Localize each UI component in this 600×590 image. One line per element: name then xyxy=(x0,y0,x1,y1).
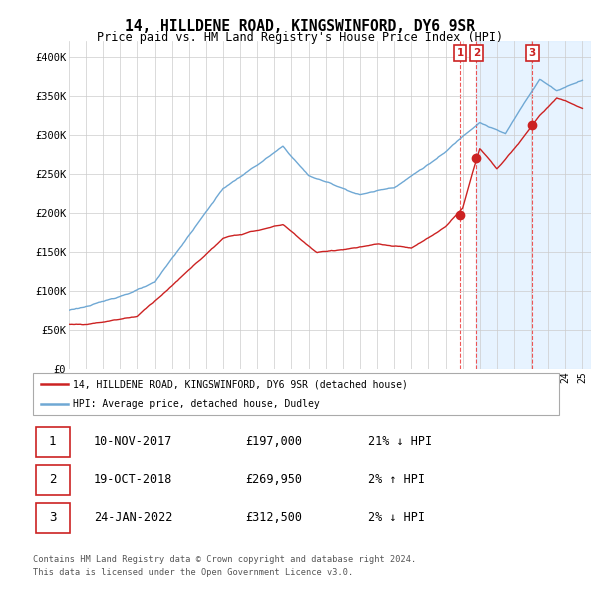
Text: This data is licensed under the Open Government Licence v3.0.: This data is licensed under the Open Gov… xyxy=(33,568,353,576)
Text: 10-NOV-2017: 10-NOV-2017 xyxy=(94,435,172,448)
Text: £312,500: £312,500 xyxy=(245,512,302,525)
Text: 21% ↓ HPI: 21% ↓ HPI xyxy=(368,435,431,448)
Text: 2% ↓ HPI: 2% ↓ HPI xyxy=(368,512,425,525)
FancyBboxPatch shape xyxy=(35,503,70,533)
Text: 1: 1 xyxy=(457,48,464,58)
Text: 24-JAN-2022: 24-JAN-2022 xyxy=(94,512,172,525)
Text: Price paid vs. HM Land Registry's House Price Index (HPI): Price paid vs. HM Land Registry's House … xyxy=(97,31,503,44)
Text: 14, HILLDENE ROAD, KINGSWINFORD, DY6 9SR: 14, HILLDENE ROAD, KINGSWINFORD, DY6 9SR xyxy=(125,19,475,34)
Text: £197,000: £197,000 xyxy=(245,435,302,448)
Text: £269,950: £269,950 xyxy=(245,473,302,486)
Text: Contains HM Land Registry data © Crown copyright and database right 2024.: Contains HM Land Registry data © Crown c… xyxy=(33,555,416,563)
Text: 3: 3 xyxy=(529,48,536,58)
Text: 3: 3 xyxy=(49,512,56,525)
Text: HPI: Average price, detached house, Dudley: HPI: Average price, detached house, Dudl… xyxy=(73,399,320,409)
Text: 2: 2 xyxy=(49,473,56,486)
FancyBboxPatch shape xyxy=(35,427,70,457)
Bar xyxy=(476,41,591,369)
FancyBboxPatch shape xyxy=(33,373,559,415)
Text: 14, HILLDENE ROAD, KINGSWINFORD, DY6 9SR (detached house): 14, HILLDENE ROAD, KINGSWINFORD, DY6 9SR… xyxy=(73,379,408,389)
Text: 19-OCT-2018: 19-OCT-2018 xyxy=(94,473,172,486)
Text: 1: 1 xyxy=(49,435,56,448)
Text: 2% ↑ HPI: 2% ↑ HPI xyxy=(368,473,425,486)
FancyBboxPatch shape xyxy=(35,465,70,495)
Text: 2: 2 xyxy=(473,48,480,58)
